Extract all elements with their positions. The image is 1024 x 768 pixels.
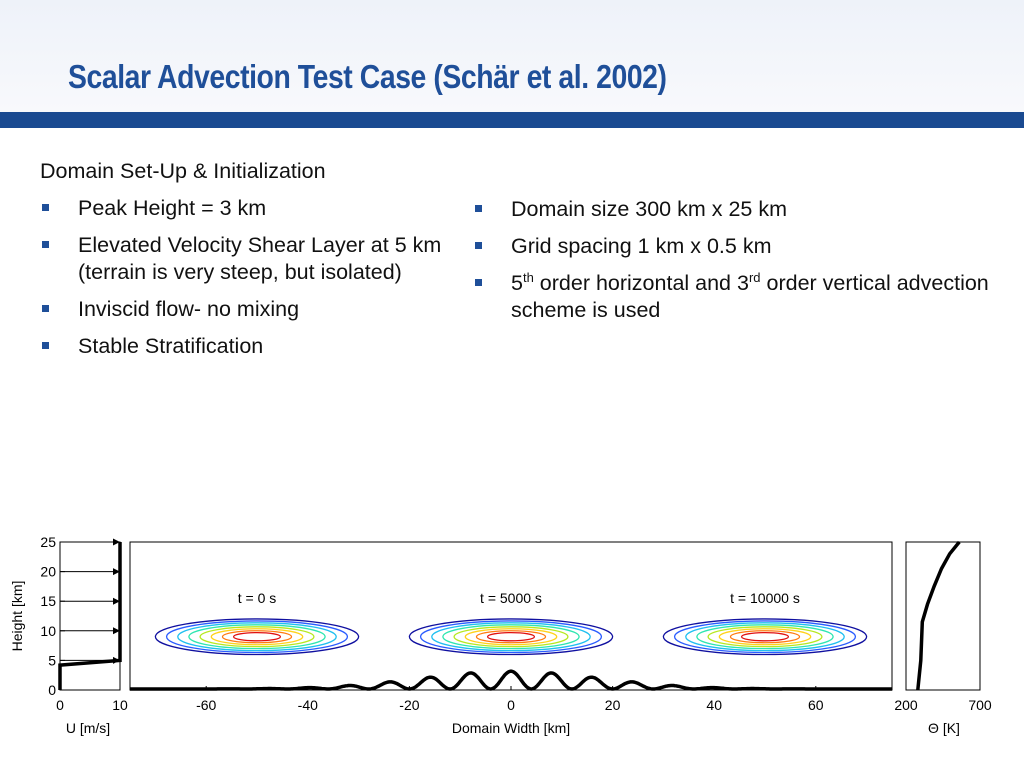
x-tick-label: 10 [112, 697, 128, 713]
header-band [0, 0, 1024, 112]
x-tick-label: 0 [56, 697, 64, 713]
advection-figure: 0 5 10 15 20 25 0 10 Height [km] U [m/s] -60 -40… [9, 534, 992, 736]
domain-panel-ticks: -60 -40 -20 0 20 40 60 [196, 686, 824, 713]
bullet-item: Elevated Velocity Shear Layer at 5 km (t… [40, 232, 465, 286]
contour-ring [419, 620, 603, 654]
bullet-text: Stable Stratification [78, 334, 264, 358]
x-tick-label: 0 [507, 697, 515, 713]
y-tick-label: 0 [48, 682, 56, 698]
order-number: 5 [511, 271, 523, 295]
bullet-item: 5th order horizontal and 3rd order verti… [473, 270, 993, 324]
arrow-head-icon [113, 568, 120, 576]
domain-x-axis-label: Domain Width [km] [452, 720, 570, 736]
contour-ring [199, 626, 315, 648]
square-bullet-icon [475, 205, 482, 212]
contour-ring [442, 624, 580, 650]
y-axis-label: Height [km] [9, 581, 25, 652]
slide-title: Scalar Advection Test Case (Schär et al.… [68, 58, 667, 95]
bullet-text: Peak Height = 3 km [78, 196, 267, 220]
contour-ring [707, 626, 823, 648]
right-bullet-list: Domain size 300 km x 25 km Grid spacing … [473, 196, 993, 324]
contour-ring [685, 622, 845, 652]
tracer-contours [154, 618, 868, 656]
contour-ring [464, 628, 558, 646]
theta-panel-frame [905, 541, 981, 691]
velocity-panel-frame [59, 541, 121, 691]
contour-ring [408, 618, 614, 656]
bullet-item: Grid spacing 1 km x 0.5 km [473, 233, 993, 260]
bullet-text: Elevated Velocity Shear Layer at 5 km (t… [78, 233, 442, 284]
contour-ring [431, 622, 591, 652]
y-tick-label: 5 [48, 652, 56, 668]
contour-ring [696, 624, 834, 650]
contour-ring [453, 626, 569, 648]
bullet-item: Stable Stratification [40, 333, 465, 360]
y-tick-label: 25 [40, 534, 56, 550]
right-column: Domain size 300 km x 25 km Grid spacing … [473, 196, 993, 334]
velocity-x-axis-label: U [m/s] [66, 720, 110, 736]
contour-ring [475, 630, 547, 644]
theta-panel-ticks: 200 700 [894, 686, 992, 713]
contour-ring [729, 630, 801, 644]
bullet-item: Peak Height = 3 km [40, 195, 465, 222]
left-bullet-list: Peak Height = 3 km Elevated Velocity She… [40, 195, 465, 360]
contour-ring [165, 620, 349, 654]
square-bullet-icon [42, 305, 49, 312]
contour-ring [177, 622, 337, 652]
square-bullet-icon [475, 279, 482, 286]
title-rule [0, 112, 1024, 128]
bullet-text-fragment: order horizontal and 3 [533, 271, 749, 295]
x-tick-label: -40 [298, 697, 318, 713]
contour-ring [210, 628, 304, 646]
x-tick-label: 60 [808, 697, 824, 713]
bullet-item: Domain size 300 km x 25 km [473, 196, 993, 223]
bullet-text-fragment: order vertical advection scheme is used [511, 271, 989, 322]
square-bullet-icon [42, 241, 49, 248]
arrow-head-icon [113, 597, 120, 605]
x-tick-label: -60 [196, 697, 216, 713]
terrain-line [130, 669, 892, 691]
contour-ring [662, 618, 868, 656]
contour-ring [718, 628, 812, 646]
bullet-text: Inviscid flow- no mixing [78, 297, 300, 321]
bullet-text: Grid spacing 1 km x 0.5 km [511, 234, 772, 258]
left-column: Domain Set-Up & Initialization Peak Heig… [40, 158, 465, 370]
arrow-head-icon [113, 627, 120, 635]
blob-time-label: t = 10000 s [730, 590, 800, 606]
velocity-profile-line [58, 542, 122, 690]
x-tick-label: 20 [605, 697, 621, 713]
contour-ring [486, 631, 536, 642]
contour-ring [673, 620, 857, 654]
contour-ring [188, 624, 326, 650]
blob-time-label: t = 5000 s [480, 590, 542, 606]
square-bullet-icon [475, 242, 482, 249]
contour-ring [740, 631, 790, 642]
y-tick-label: 20 [40, 564, 56, 580]
ordinal-suffix: th [522, 269, 534, 285]
theta-profile-line [916, 540, 961, 691]
blob-time-label: t = 0 s [238, 590, 277, 606]
bullet-text: Domain size 300 km x 25 km [511, 197, 788, 221]
y-tick-label: 15 [40, 593, 56, 609]
x-tick-label: 700 [968, 697, 992, 713]
contour-ring [232, 631, 282, 642]
contour-ring [154, 618, 360, 656]
square-bullet-icon [42, 342, 49, 349]
ordinal-suffix: rd [748, 269, 761, 285]
x-tick-label: 40 [706, 697, 722, 713]
theta-x-axis-label: Θ [K] [928, 720, 960, 736]
velocity-panel-arrows [60, 538, 120, 664]
domain-panel-frame [129, 541, 893, 691]
square-bullet-icon [42, 204, 49, 211]
left-column-heading: Domain Set-Up & Initialization [40, 159, 326, 183]
y-tick-label: 10 [40, 623, 56, 639]
bullet-item: Inviscid flow- no mixing [40, 296, 465, 323]
contour-ring [221, 630, 293, 644]
bullet-text: 5th order horizontal and 3rd order verti… [511, 271, 989, 322]
velocity-panel-ticks: 0 5 10 15 20 25 0 10 [40, 534, 128, 713]
arrow-head-icon [113, 538, 120, 546]
x-tick-label: -20 [399, 697, 419, 713]
x-tick-label: 200 [894, 697, 918, 713]
